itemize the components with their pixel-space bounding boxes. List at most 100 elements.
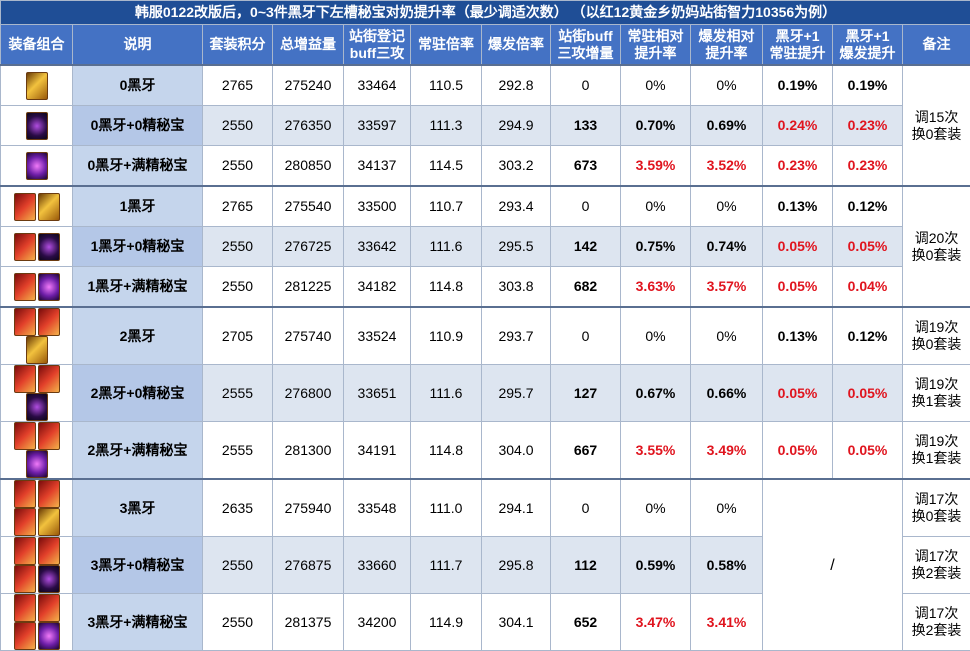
value-cell: 3.55% bbox=[621, 422, 691, 480]
value-cell: 0% bbox=[621, 479, 691, 537]
value-cell: 2705 bbox=[203, 307, 273, 365]
red-icon bbox=[14, 537, 36, 565]
value-cell: 0.24% bbox=[763, 106, 833, 146]
remark: 调19次 换1套装 bbox=[903, 422, 970, 480]
value-cell: 0.74% bbox=[691, 227, 763, 267]
item-icon bbox=[38, 193, 60, 221]
column-header: 爆发相对 提升率 bbox=[691, 25, 763, 66]
value-cell: 3.52% bbox=[691, 146, 763, 187]
value-cell: 0.05% bbox=[763, 267, 833, 308]
item-icon bbox=[38, 622, 60, 650]
value-cell: 0.69% bbox=[691, 106, 763, 146]
column-header: 总增益量 bbox=[273, 25, 344, 66]
equipment-icons bbox=[1, 65, 73, 106]
column-header: 套装积分 bbox=[203, 25, 273, 66]
value-cell: 294.9 bbox=[482, 106, 551, 146]
description: 0黑牙 bbox=[73, 65, 203, 106]
value-cell: 0.59% bbox=[621, 537, 691, 594]
value-cell: 2550 bbox=[203, 146, 273, 187]
value-cell: 2550 bbox=[203, 537, 273, 594]
value-cell: 111.0 bbox=[411, 479, 482, 537]
equipment-icons bbox=[1, 227, 73, 267]
value-cell: 33464 bbox=[344, 65, 411, 106]
value-cell: 275740 bbox=[273, 307, 344, 365]
remark: 调17次 换0套装 bbox=[903, 479, 970, 537]
remark: 调19次 换0套装 bbox=[903, 307, 970, 365]
value-cell: 114.9 bbox=[411, 594, 482, 651]
value-cell: 2550 bbox=[203, 227, 273, 267]
description: 2黑牙+0精秘宝 bbox=[73, 365, 203, 422]
item-icon bbox=[26, 393, 48, 421]
value-cell: 0.13% bbox=[763, 186, 833, 227]
value-cell: 2550 bbox=[203, 106, 273, 146]
value-cell: 111.7 bbox=[411, 537, 482, 594]
value-cell: 2635 bbox=[203, 479, 273, 537]
equipment-icons bbox=[1, 106, 73, 146]
value-cell: 112 bbox=[551, 537, 621, 594]
value-cell: 0.58% bbox=[691, 537, 763, 594]
value-cell: 110.5 bbox=[411, 65, 482, 106]
value-cell: 0 bbox=[551, 65, 621, 106]
value-cell: 281300 bbox=[273, 422, 344, 480]
value-cell: 3.49% bbox=[691, 422, 763, 480]
equipment-icons bbox=[1, 422, 73, 480]
red-icon bbox=[38, 422, 60, 450]
value-cell: 33500 bbox=[344, 186, 411, 227]
value-cell: 304.0 bbox=[482, 422, 551, 480]
red-icon bbox=[14, 193, 36, 221]
value-cell: 2555 bbox=[203, 365, 273, 422]
description: 1黑牙 bbox=[73, 186, 203, 227]
value-cell: 0.23% bbox=[833, 146, 903, 187]
value-cell: 111.6 bbox=[411, 227, 482, 267]
value-cell: 114.8 bbox=[411, 422, 482, 480]
item-icon bbox=[38, 273, 60, 301]
column-header: 黑牙+1 常驻提升 bbox=[763, 25, 833, 66]
value-cell: 276875 bbox=[273, 537, 344, 594]
value-cell: 2765 bbox=[203, 65, 273, 106]
value-cell: 0% bbox=[621, 186, 691, 227]
value-cell: 280850 bbox=[273, 146, 344, 187]
value-cell: 3.47% bbox=[621, 594, 691, 651]
value-cell: 281375 bbox=[273, 594, 344, 651]
red-icon bbox=[14, 422, 36, 450]
red-icon bbox=[38, 537, 60, 565]
item-icon bbox=[26, 336, 48, 364]
description: 3黑牙+满精秘宝 bbox=[73, 594, 203, 651]
value-cell: 2555 bbox=[203, 422, 273, 480]
remark: 调15次 换0套装 bbox=[903, 65, 970, 186]
column-header: 备注 bbox=[903, 25, 970, 66]
description: 3黑牙+0精秘宝 bbox=[73, 537, 203, 594]
red-icon bbox=[14, 308, 36, 336]
column-header: 站街buff 三攻增量 bbox=[551, 25, 621, 66]
value-cell: 0.05% bbox=[763, 365, 833, 422]
value-cell: 114.8 bbox=[411, 267, 482, 308]
value-cell: 2765 bbox=[203, 186, 273, 227]
value-cell: 0% bbox=[621, 307, 691, 365]
value-cell: 3.41% bbox=[691, 594, 763, 651]
value-cell: 295.8 bbox=[482, 537, 551, 594]
red-icon bbox=[38, 594, 60, 622]
equipment-icons bbox=[1, 186, 73, 227]
value-cell: 33597 bbox=[344, 106, 411, 146]
table-title: 韩服0122改版后，0~3件黑牙下左槽秘宝对奶提升率（最少调适次数） （以红12… bbox=[1, 1, 970, 25]
remark: 调17次 换2套装 bbox=[903, 594, 970, 651]
red-icon bbox=[14, 365, 36, 393]
equipment-icons bbox=[1, 267, 73, 308]
value-cell: 673 bbox=[551, 146, 621, 187]
value-cell: 0.70% bbox=[621, 106, 691, 146]
value-cell: 276800 bbox=[273, 365, 344, 422]
value-cell: 34137 bbox=[344, 146, 411, 187]
description: 0黑牙+0精秘宝 bbox=[73, 106, 203, 146]
value-cell: 33651 bbox=[344, 365, 411, 422]
description: 1黑牙+0精秘宝 bbox=[73, 227, 203, 267]
value-cell: 111.6 bbox=[411, 365, 482, 422]
value-cell: 33524 bbox=[344, 307, 411, 365]
value-cell: 0.05% bbox=[763, 227, 833, 267]
item-icon bbox=[26, 112, 48, 140]
value-cell: 114.5 bbox=[411, 146, 482, 187]
